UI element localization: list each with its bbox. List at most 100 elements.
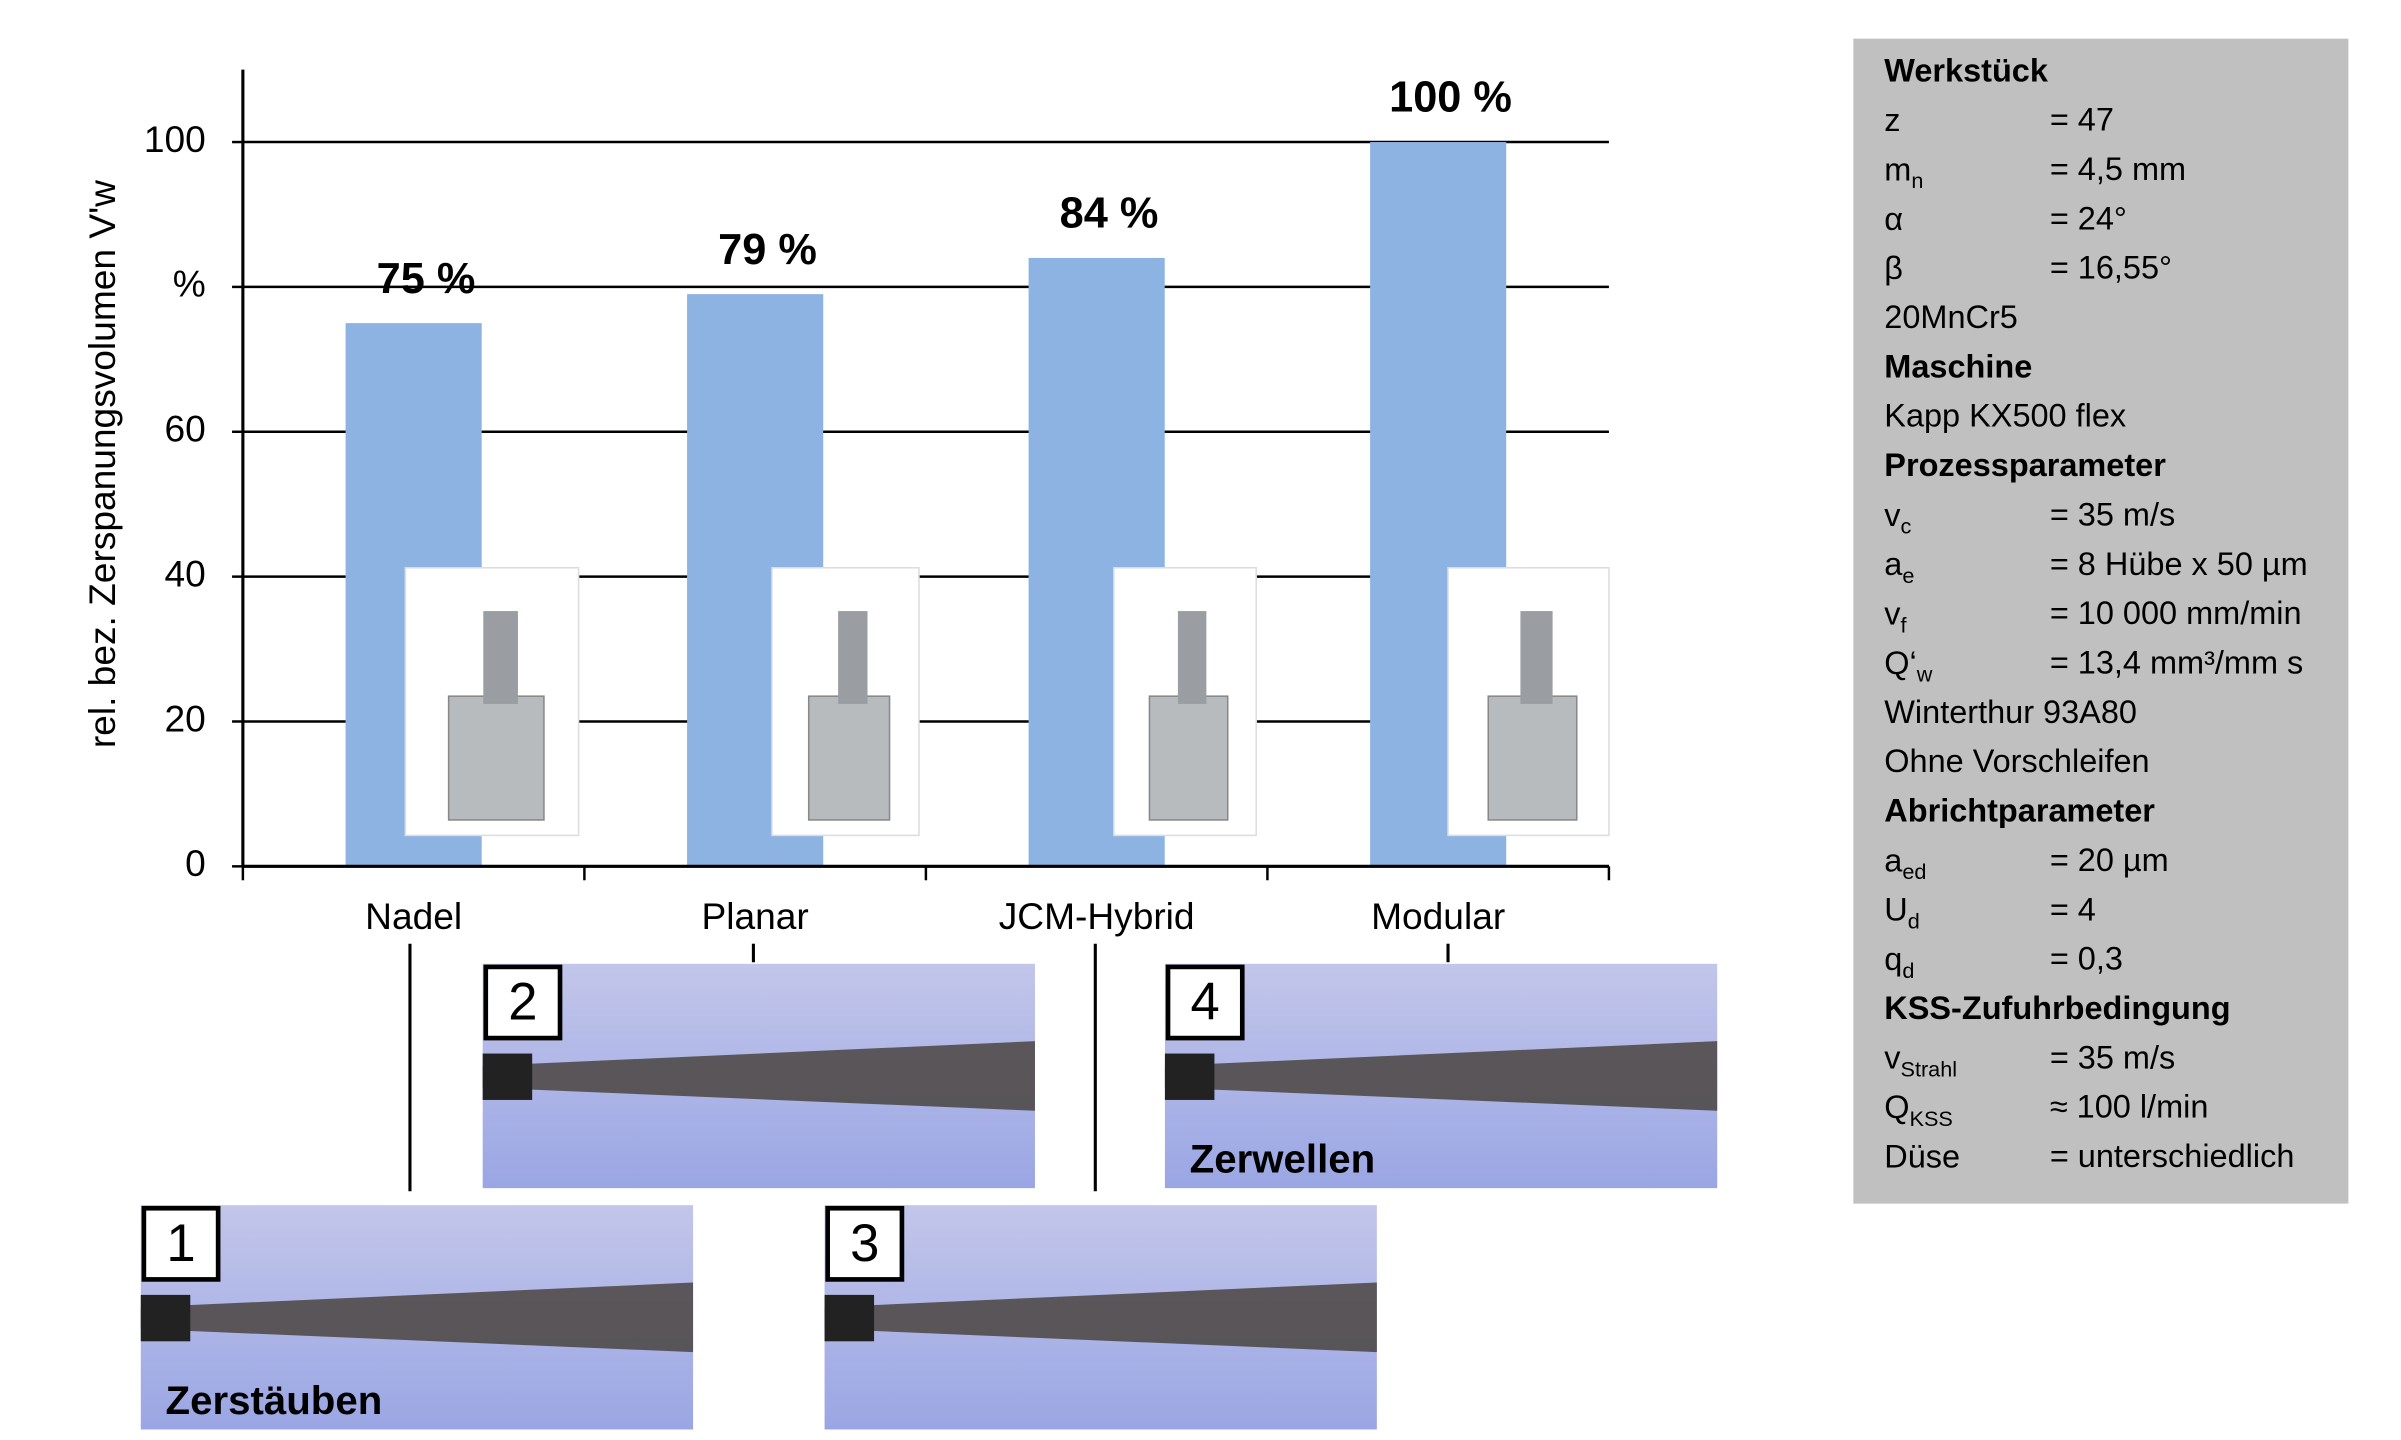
subscript: e bbox=[1902, 563, 1914, 588]
subscript: d bbox=[1908, 908, 1920, 933]
panel-heading: KSS-Zufuhrbedingung bbox=[1884, 990, 2230, 1026]
panel-heading: Maschine bbox=[1884, 348, 2032, 384]
y-tick-label: 0 bbox=[185, 842, 206, 884]
param-value: = 35 m/s bbox=[2050, 496, 2175, 532]
y-axis-label: rel. bez. Zerspanungsvolumen V'w bbox=[81, 180, 123, 748]
value-label: 79 % bbox=[718, 226, 817, 274]
x-tick-label: Modular bbox=[1371, 895, 1505, 937]
photo-part bbox=[447, 695, 545, 821]
subscript: n bbox=[1911, 168, 1923, 193]
symbol: a bbox=[1884, 842, 1903, 878]
param-symbol: z bbox=[1884, 102, 1900, 138]
param-symbol: aed bbox=[1884, 842, 1926, 884]
image-number: 4 bbox=[1191, 972, 1220, 1031]
param-symbol: vf bbox=[1884, 595, 1907, 637]
y-tick-label: 40 bbox=[164, 552, 205, 594]
symbol: v bbox=[1884, 496, 1901, 532]
param-value: = unterschiedlich bbox=[2050, 1138, 2295, 1174]
nozzle bbox=[824, 1294, 875, 1342]
param-symbol: vStrahl bbox=[1884, 1039, 1957, 1081]
panel-heading: Prozessparameter bbox=[1884, 447, 2166, 483]
parameter-panel bbox=[1853, 38, 2349, 1204]
image-caption: Zerwellen bbox=[1190, 1136, 1376, 1181]
panel-text: Kapp KX500 flex bbox=[1884, 398, 2126, 434]
param-value: = 4,5 mm bbox=[2050, 151, 2186, 187]
symbol: α bbox=[1884, 200, 1903, 236]
symbol: Q‘ bbox=[1884, 645, 1916, 681]
number-box bbox=[825, 1205, 905, 1282]
param-symbol: Ud bbox=[1884, 891, 1919, 933]
image-number: 3 bbox=[850, 1214, 879, 1273]
photo-part bbox=[1148, 695, 1229, 821]
subscript: Strahl bbox=[1901, 1056, 1958, 1081]
param-symbol: Q‘w bbox=[1884, 645, 1932, 687]
image-number: 1 bbox=[166, 1214, 195, 1273]
panel-text: 20MnCr5 bbox=[1884, 299, 2018, 335]
subscript: c bbox=[1901, 513, 1912, 538]
param-symbol: QKSS bbox=[1884, 1089, 1953, 1131]
nozzle bbox=[482, 1053, 533, 1100]
number-box bbox=[141, 1205, 221, 1282]
param-symbol: Düse bbox=[1884, 1138, 1960, 1174]
spray-jet bbox=[140, 1282, 694, 1353]
param-value: = 13,4 mm³/mm s bbox=[2050, 645, 2303, 681]
subscript: ed bbox=[1902, 859, 1926, 884]
photo-part bbox=[807, 695, 891, 821]
param-symbol: mn bbox=[1884, 151, 1923, 193]
image-caption: Zerstäuben bbox=[166, 1378, 383, 1423]
panel-heading: Abrichtparameter bbox=[1884, 793, 2155, 829]
symbol: v bbox=[1884, 595, 1901, 631]
subscript: KSS bbox=[1910, 1106, 1953, 1131]
param-symbol: qd bbox=[1884, 941, 1914, 983]
panel-text: Ohne Vorschleifen bbox=[1884, 743, 2149, 779]
value-label: 100 % bbox=[1389, 74, 1512, 122]
photo-part bbox=[483, 611, 518, 704]
symbol: β bbox=[1884, 250, 1903, 286]
nozzle bbox=[1164, 1053, 1215, 1100]
panel-text: Winterthur 93A80 bbox=[1884, 694, 2137, 730]
y-tick-label: 60 bbox=[164, 408, 205, 450]
x-tick-label: Planar bbox=[702, 895, 809, 937]
value-label: 75 % bbox=[377, 255, 476, 303]
y-tick-label: 100 bbox=[144, 118, 206, 160]
subscript: w bbox=[1916, 661, 1933, 686]
param-symbol: vc bbox=[1884, 496, 1911, 538]
param-symbol: α bbox=[1884, 200, 1903, 236]
number-box bbox=[1165, 964, 1245, 1041]
photo-part bbox=[1520, 611, 1553, 704]
symbol: U bbox=[1884, 891, 1907, 927]
spray-jet bbox=[824, 1282, 1377, 1353]
param-value: = 0,3 bbox=[2050, 941, 2123, 977]
y-tick-label: % bbox=[173, 263, 206, 305]
symbol: v bbox=[1884, 1039, 1901, 1075]
param-symbol: β bbox=[1884, 250, 1903, 286]
number-box bbox=[483, 964, 563, 1041]
value-label: 84 % bbox=[1060, 190, 1159, 238]
symbol: z bbox=[1884, 102, 1900, 138]
spray-jet bbox=[482, 1041, 1035, 1111]
symbol: Düse bbox=[1884, 1138, 1960, 1174]
param-value: = 35 m/s bbox=[2050, 1039, 2175, 1075]
symbol: q bbox=[1884, 941, 1902, 977]
subscript: f bbox=[1901, 612, 1908, 637]
param-value: = 4 bbox=[2050, 891, 2096, 927]
photo-part bbox=[1177, 611, 1207, 704]
symbol: m bbox=[1884, 151, 1911, 187]
param-value: = 8 Hübe x 50 µm bbox=[2050, 546, 2308, 582]
symbol: Q bbox=[1884, 1089, 1909, 1125]
spray-jet bbox=[1164, 1041, 1718, 1111]
symbol: a bbox=[1884, 546, 1903, 582]
image-number: 2 bbox=[508, 972, 537, 1031]
param-symbol: ae bbox=[1884, 546, 1914, 588]
param-value: = 16,55° bbox=[2050, 250, 2172, 286]
nozzle bbox=[140, 1294, 191, 1342]
panel-heading: Werkstück bbox=[1884, 52, 2049, 88]
x-tick-label: Nadel bbox=[365, 895, 462, 937]
param-value: = 10 000 mm/min bbox=[2050, 595, 2302, 631]
y-tick-label: 20 bbox=[164, 697, 205, 739]
param-value: = 20 µm bbox=[2050, 842, 2169, 878]
subscript: d bbox=[1902, 958, 1914, 983]
x-tick-label: JCM-Hybrid bbox=[999, 895, 1195, 937]
